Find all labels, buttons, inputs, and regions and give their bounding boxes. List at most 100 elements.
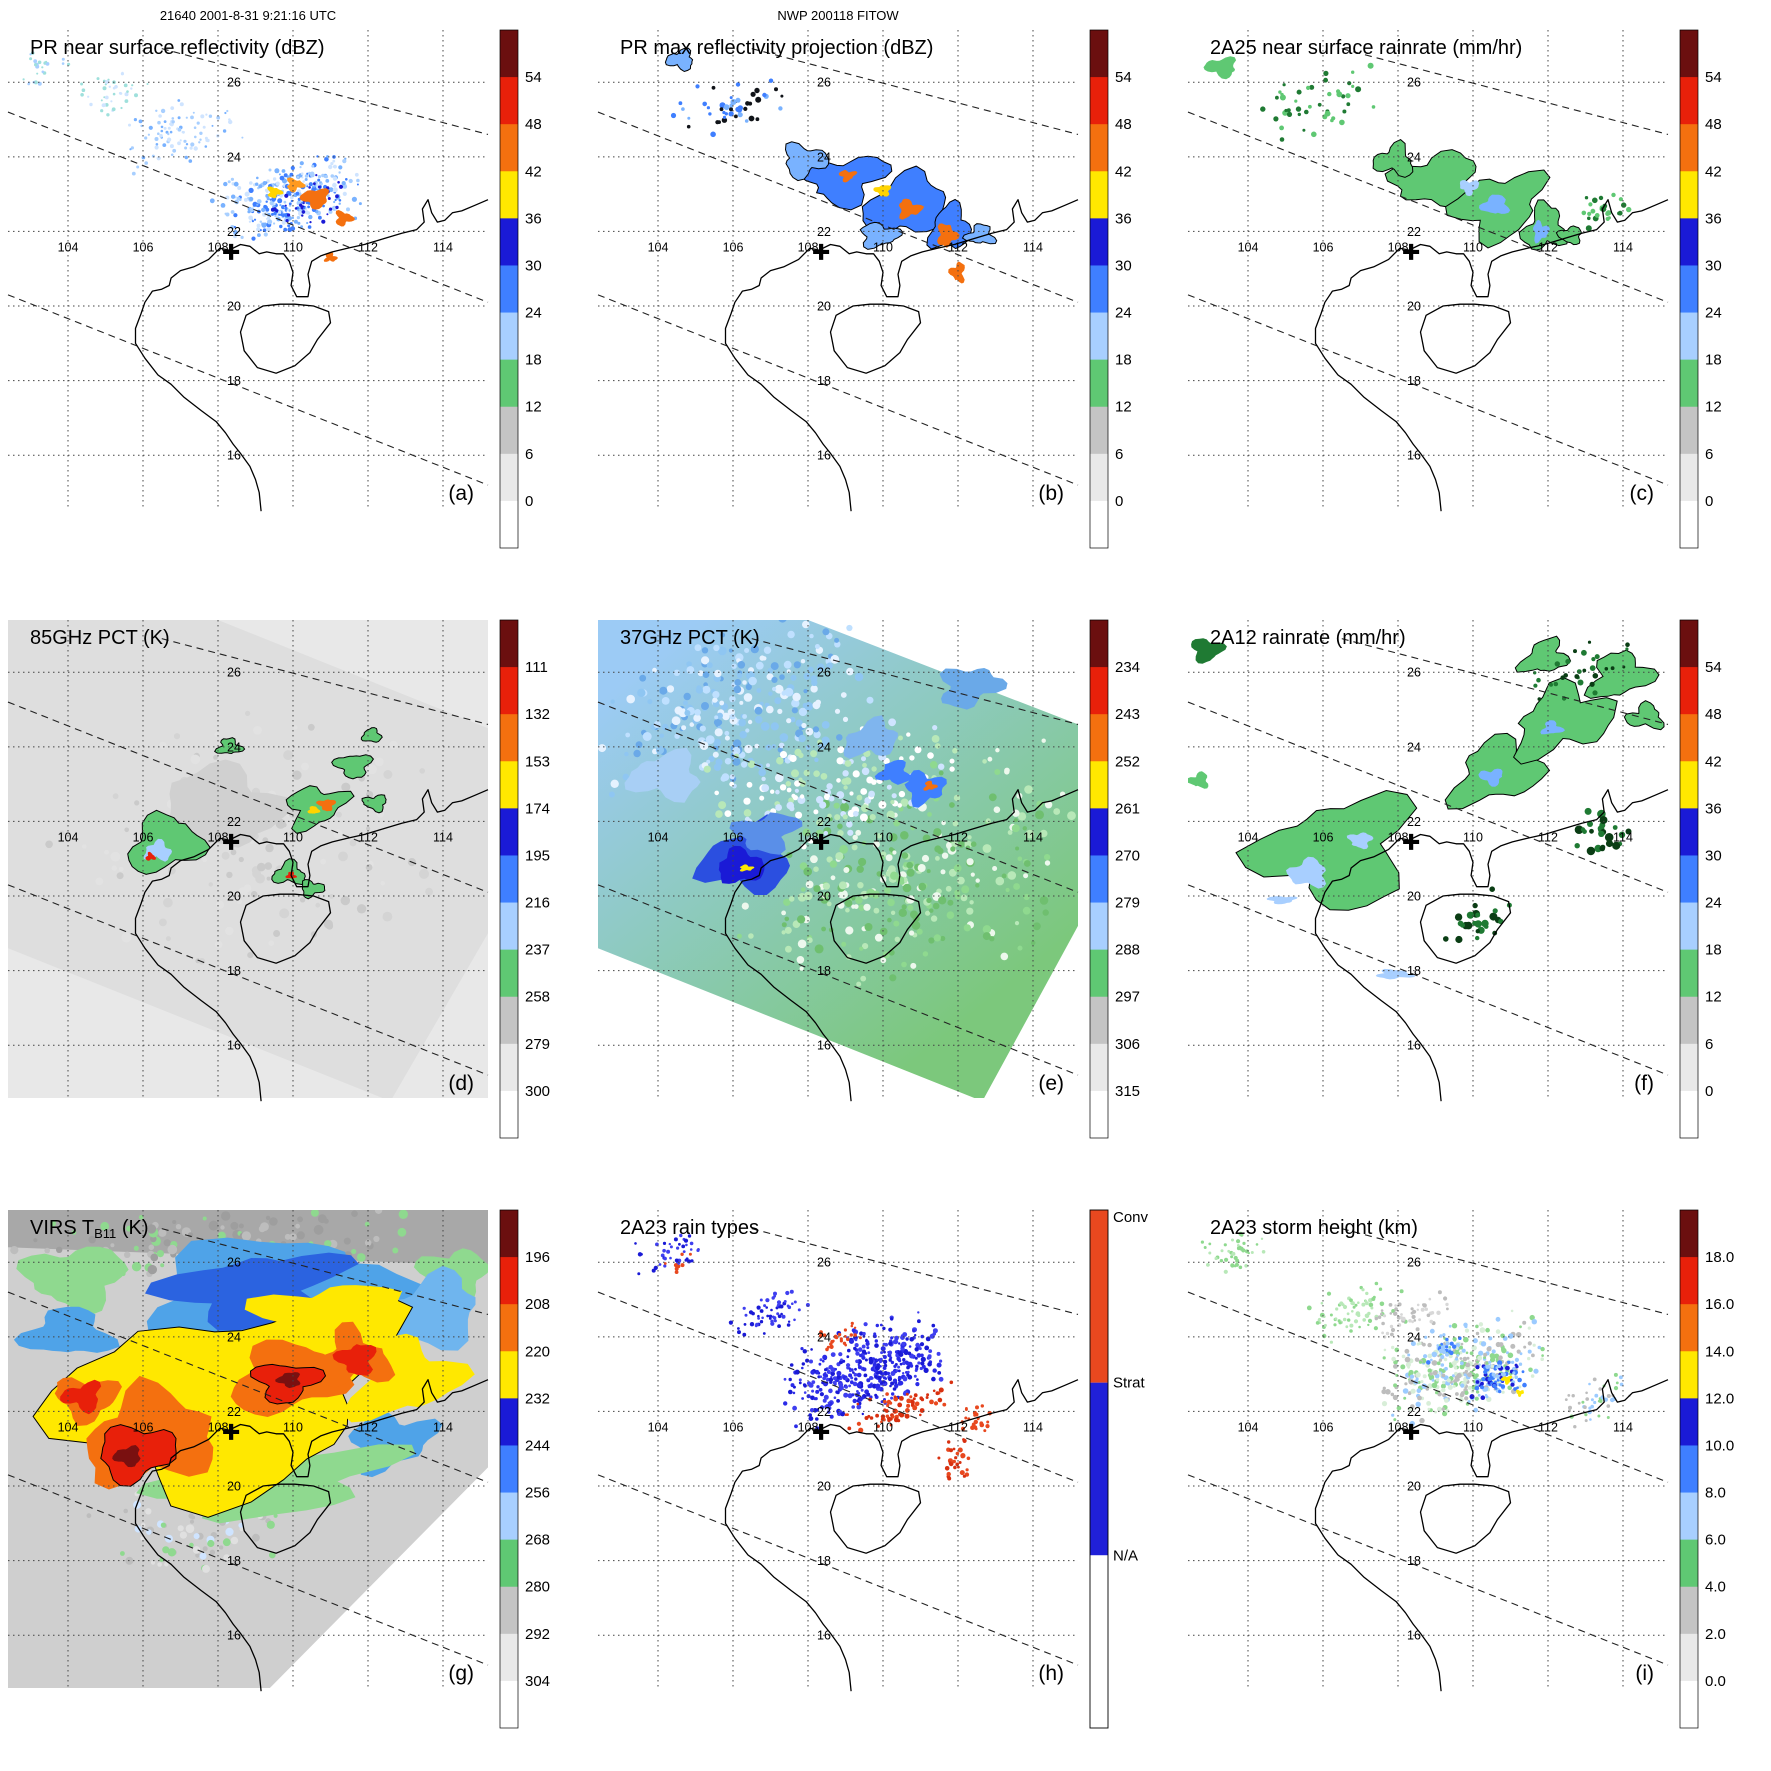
panel-letter: (b) bbox=[1038, 482, 1064, 505]
swath-edge-line bbox=[7, 1474, 489, 1666]
lon-tick-label: 106 bbox=[133, 1420, 154, 1434]
panel-title: VIRS TB11 (K) bbox=[30, 1217, 148, 1241]
colorbar: 234 243 252 261 270 279 288 297 306 315 bbox=[1089, 619, 1140, 1139]
lon-tick-label: 106 bbox=[1313, 1420, 1334, 1434]
storm-center-marker bbox=[1403, 243, 1420, 260]
colorbar-tick-label: 36 bbox=[1705, 210, 1722, 227]
coastline-hainan bbox=[829, 893, 922, 964]
swath-edge-line bbox=[1341, 48, 1669, 135]
colorbar-tick-label: Strat bbox=[1113, 1375, 1146, 1392]
colorbar-tick-label: 0 bbox=[1705, 1083, 1713, 1100]
colorbar-tick-label: 0.0 bbox=[1705, 1673, 1726, 1690]
colorbar-tick-label: 279 bbox=[1115, 895, 1140, 912]
panel-letter: (a) bbox=[448, 482, 474, 505]
colorbar-tick-label: 24 bbox=[1705, 305, 1722, 322]
colorbar-tick-label: 24 bbox=[525, 305, 542, 322]
panel-d: 104 106 108 110 112 114 26 24 22 20 18 16 85GHz PCT … bbox=[0, 590, 590, 1180]
colorbar-tick-label: 256 bbox=[525, 1485, 550, 1502]
colorbar-tick-label: 0 bbox=[1705, 493, 1713, 510]
lat-tick-label: 20 bbox=[227, 890, 241, 904]
swath-edge-line bbox=[1187, 1291, 1669, 1483]
lat-tick-label: 24 bbox=[227, 1330, 241, 1344]
data-field-layer bbox=[664, 47, 998, 284]
lon-tick-label: 112 bbox=[948, 830, 968, 844]
panel-letter: (d) bbox=[448, 1072, 474, 1095]
colorbar-tick-label: 30 bbox=[1705, 847, 1722, 864]
colorbar-tick-label: 12 bbox=[1705, 989, 1722, 1006]
colorbar-tick-label: 220 bbox=[525, 1343, 550, 1360]
colorbar-tick-label: 216 bbox=[525, 895, 550, 912]
lon-tick-label: 114 bbox=[433, 830, 453, 844]
lon-tick-label: 104 bbox=[648, 1420, 669, 1434]
colorbar-tick-label: 288 bbox=[1115, 942, 1140, 959]
colorbar-tick-label: 42 bbox=[1705, 753, 1722, 770]
colorbar: 54 48 42 36 30 24 18 12 6 0 bbox=[1089, 29, 1132, 549]
lon-tick-label: 114 bbox=[1023, 830, 1043, 844]
coastline-mainland bbox=[724, 1379, 1079, 1692]
lon-tick-label: 114 bbox=[1613, 240, 1633, 254]
storm-center-marker bbox=[813, 833, 830, 850]
colorbar-tick-label: 36 bbox=[1115, 210, 1132, 227]
colorbar-tick-label: 297 bbox=[1115, 989, 1140, 1006]
lat-tick-label: 24 bbox=[817, 150, 831, 164]
colorbar-tick-label: 306 bbox=[1115, 1036, 1140, 1053]
scan-header-left: 21640 2001-8-31 9:21:16 UTC bbox=[159, 8, 337, 23]
panel-title: PR max reflectivity projection (dBZ) bbox=[620, 37, 933, 59]
colorbar-tick-label: 12 bbox=[1705, 399, 1722, 416]
colorbar-tick-label: 24 bbox=[1115, 305, 1132, 322]
lat-tick-label: 22 bbox=[817, 815, 831, 829]
swath-edge-line bbox=[1187, 111, 1669, 303]
colorbar-tick-label: 232 bbox=[525, 1390, 550, 1407]
lat-tick-label: 18 bbox=[227, 1554, 241, 1568]
swath-edge-line bbox=[1187, 1474, 1669, 1666]
colorbar-tick-label: 30 bbox=[525, 257, 542, 274]
colorbar-tick-label: 14.0 bbox=[1705, 1343, 1734, 1360]
panel-g: 104 106 108 110 112 114 26 24 22 20 18 16 VIRS TB11 … bbox=[0, 1180, 590, 1770]
swath-edge-line bbox=[7, 111, 489, 303]
lat-tick-label: 22 bbox=[1407, 225, 1421, 239]
storm-center-marker bbox=[1403, 833, 1420, 850]
swath-edge-line bbox=[7, 884, 489, 1076]
storm-center-marker bbox=[813, 243, 830, 260]
swath-edge-line bbox=[7, 1291, 489, 1483]
swath-edge-line bbox=[597, 294, 1079, 486]
colorbar-tick-label: 244 bbox=[525, 1437, 550, 1454]
coastline-mainland bbox=[1314, 199, 1669, 512]
swath-edge-line bbox=[7, 294, 489, 486]
lon-tick-label: 114 bbox=[1023, 240, 1043, 254]
colorbar: 54 48 42 36 30 24 18 12 6 0 bbox=[1679, 29, 1722, 549]
data-field-layer bbox=[598, 620, 1078, 1098]
colorbar-tick-label: 10.0 bbox=[1705, 1437, 1734, 1454]
swath-edge-line bbox=[597, 884, 1079, 1076]
colorbar-tick-label: 132 bbox=[525, 706, 550, 723]
panel-letter: (c) bbox=[1630, 482, 1655, 505]
lat-tick-label: 26 bbox=[227, 76, 241, 90]
storm-center-marker bbox=[223, 1423, 240, 1440]
lon-tick-label: 110 bbox=[873, 1420, 893, 1434]
panel-title: 2A23 storm height (km) bbox=[1210, 1217, 1418, 1239]
storm-center-marker bbox=[1403, 1423, 1420, 1440]
lat-tick-label: 20 bbox=[1407, 300, 1421, 314]
lat-tick-label: 16 bbox=[227, 449, 241, 463]
colorbar-tick-label: Conv bbox=[1113, 1209, 1149, 1226]
panel-h: 104 106 108 110 112 114 26 24 22 20 18 16 2A23 rain … bbox=[590, 1180, 1180, 1770]
colorbar-tick-label: 48 bbox=[1705, 116, 1722, 133]
lat-tick-label: 16 bbox=[817, 1629, 831, 1643]
colorbar-tick-label: 18 bbox=[1705, 942, 1722, 959]
lat-tick-label: 26 bbox=[817, 1256, 831, 1270]
lat-tick-label: 18 bbox=[1407, 374, 1421, 388]
colorbar-tick-label: 153 bbox=[525, 753, 550, 770]
lon-tick-label: 112 bbox=[358, 240, 378, 254]
colorbar: 54 48 42 36 30 24 18 12 6 0 bbox=[499, 29, 542, 549]
colorbar-tick-label: 237 bbox=[525, 942, 550, 959]
colorbar-tick-label: 42 bbox=[525, 163, 542, 180]
coastline-hainan bbox=[829, 303, 922, 374]
colorbar-tick-label: 42 bbox=[1705, 163, 1722, 180]
lat-tick-label: 24 bbox=[227, 150, 241, 164]
panel-letter: (g) bbox=[448, 1662, 474, 1685]
